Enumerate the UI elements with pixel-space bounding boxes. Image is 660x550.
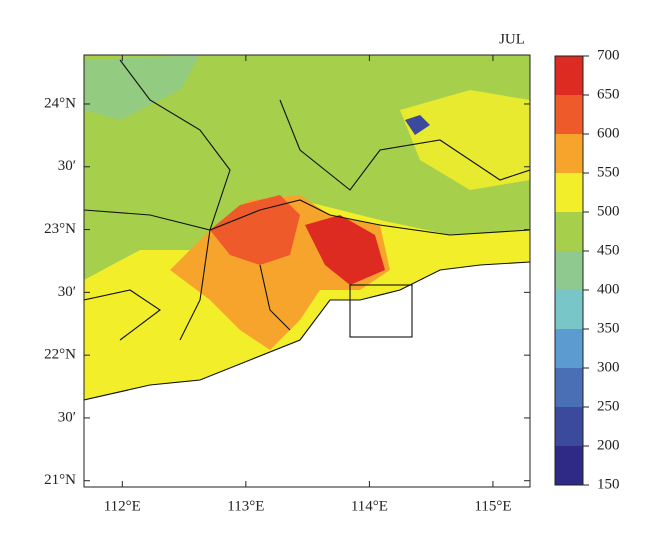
inset-box — [349, 284, 413, 338]
x-tick-label: 115°E — [474, 498, 511, 514]
title: JUL — [499, 31, 525, 47]
y-tick-label: 30′ — [58, 284, 76, 300]
colorbar-frame — [554, 55, 584, 486]
colorbar-bin — [555, 407, 583, 446]
colorbar-bin — [555, 368, 583, 407]
colorbar-bin — [555, 329, 583, 368]
colorbar-tick-label: 150 — [597, 476, 620, 492]
land-patch — [400, 90, 530, 190]
boundary — [84, 199, 530, 236]
colorbar-tick-label: 400 — [597, 281, 620, 297]
colorbar-tick-label: 550 — [597, 164, 620, 180]
colorbar-tick-label: 450 — [597, 242, 620, 258]
boundary — [119, 59, 231, 341]
x-tick-label: 114°E — [351, 498, 388, 514]
y-tick-label: 30′ — [58, 409, 76, 425]
colorbar-bin — [555, 212, 583, 251]
colorbar-bin — [555, 173, 583, 212]
land-patch — [405, 115, 430, 135]
colorbar-tick-label: 650 — [597, 86, 620, 102]
colorbar-tick-label: 200 — [597, 437, 620, 453]
boundary — [259, 264, 291, 331]
sea — [84, 262, 530, 487]
colorbar-tick-label: 700 — [597, 47, 620, 63]
colorbar-bin — [555, 290, 583, 329]
y-tick-label: 23°N — [44, 221, 76, 237]
plot-frame — [83, 54, 531, 488]
boundary — [279, 99, 530, 191]
colorbar-tick-label: 300 — [597, 359, 620, 375]
land-patch — [210, 195, 300, 265]
land-patch — [305, 215, 385, 285]
y-tick-label: 22°N — [44, 347, 76, 363]
map-field — [84, 55, 530, 487]
colorbar-tick-label: 250 — [597, 398, 620, 414]
colorbar-bin — [555, 134, 583, 173]
colorbar-bin — [555, 95, 583, 134]
boundary — [84, 289, 161, 341]
land-patch — [84, 55, 200, 120]
coastline — [84, 261, 530, 401]
x-tick-label: 112°E — [104, 498, 141, 514]
x-tick-label: 113°E — [227, 498, 264, 514]
colorbar-bin — [555, 56, 583, 95]
y-tick-label: 24°N — [44, 95, 76, 111]
colorbar-tick-label: 600 — [597, 125, 620, 141]
colorbar-bin — [555, 251, 583, 290]
y-tick-label: 21°N — [44, 472, 76, 488]
colorbar-bin — [555, 446, 583, 485]
colorbar-tick-label: 350 — [597, 320, 620, 336]
y-tick-label: 30′ — [58, 158, 76, 174]
colorbar-tick-label: 500 — [597, 203, 620, 219]
